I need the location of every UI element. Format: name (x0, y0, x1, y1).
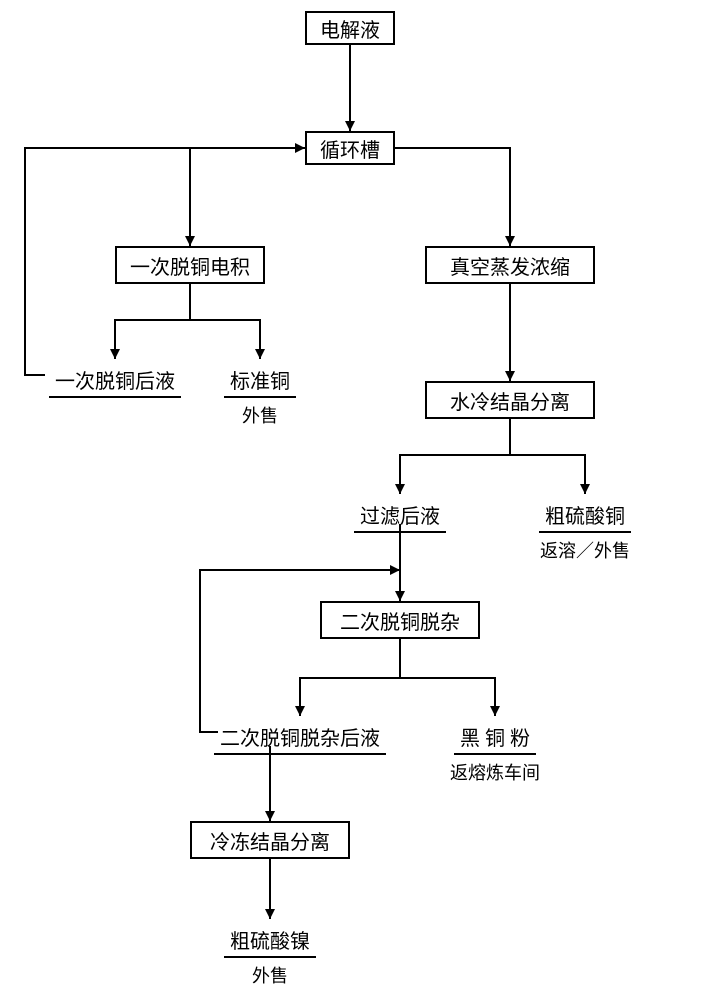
terminal-sub: 外售 (160, 402, 360, 428)
node-vac: 真空蒸发浓缩 (425, 246, 595, 284)
terminal-liq2: 二次脱铜脱杂后液 (200, 722, 400, 759)
node-label: 电解液 (320, 14, 380, 43)
terminal-blkcu: 黑 铜 粉 返熔炼车间 (395, 722, 595, 785)
terminal-niso4: 粗硫酸镍 外售 (170, 925, 370, 988)
terminal-main: 二次脱铜脱杂后液 (214, 722, 386, 755)
terminal-filtliq: 过滤后液 (300, 500, 500, 537)
node-label: 真空蒸发浓缩 (450, 251, 570, 280)
node-label: 循环槽 (320, 134, 380, 163)
node-start: 电解液 (305, 11, 395, 45)
node-decu2: 二次脱铜脱杂 (320, 601, 480, 639)
terminal-main: 粗硫酸铜 (539, 500, 631, 533)
node-label: 一次脱铜电积 (130, 251, 250, 280)
node-label: 冷冻结晶分离 (210, 826, 330, 855)
terminal-cuso4: 粗硫酸铜 返溶／外售 (485, 500, 685, 563)
terminal-main: 过滤后液 (354, 500, 446, 533)
terminal-main: 标准铜 (224, 365, 296, 398)
node-label: 水冷结晶分离 (450, 386, 570, 415)
terminal-sub: 外售 (170, 962, 370, 988)
node-cycle: 循环槽 (305, 131, 395, 165)
terminal-main: 粗硫酸镍 (224, 925, 316, 958)
node-label: 二次脱铜脱杂 (340, 606, 460, 635)
node-cool: 水冷结晶分离 (425, 381, 595, 419)
node-decu1: 一次脱铜电积 (115, 246, 265, 284)
terminal-stdcu: 标准铜 外售 (160, 365, 360, 428)
terminal-sub: 返溶／外售 (485, 537, 685, 563)
terminal-sub: 返熔炼车间 (395, 759, 595, 785)
node-freeze: 冷冻结晶分离 (190, 821, 350, 859)
terminal-main: 黑 铜 粉 (454, 722, 536, 755)
